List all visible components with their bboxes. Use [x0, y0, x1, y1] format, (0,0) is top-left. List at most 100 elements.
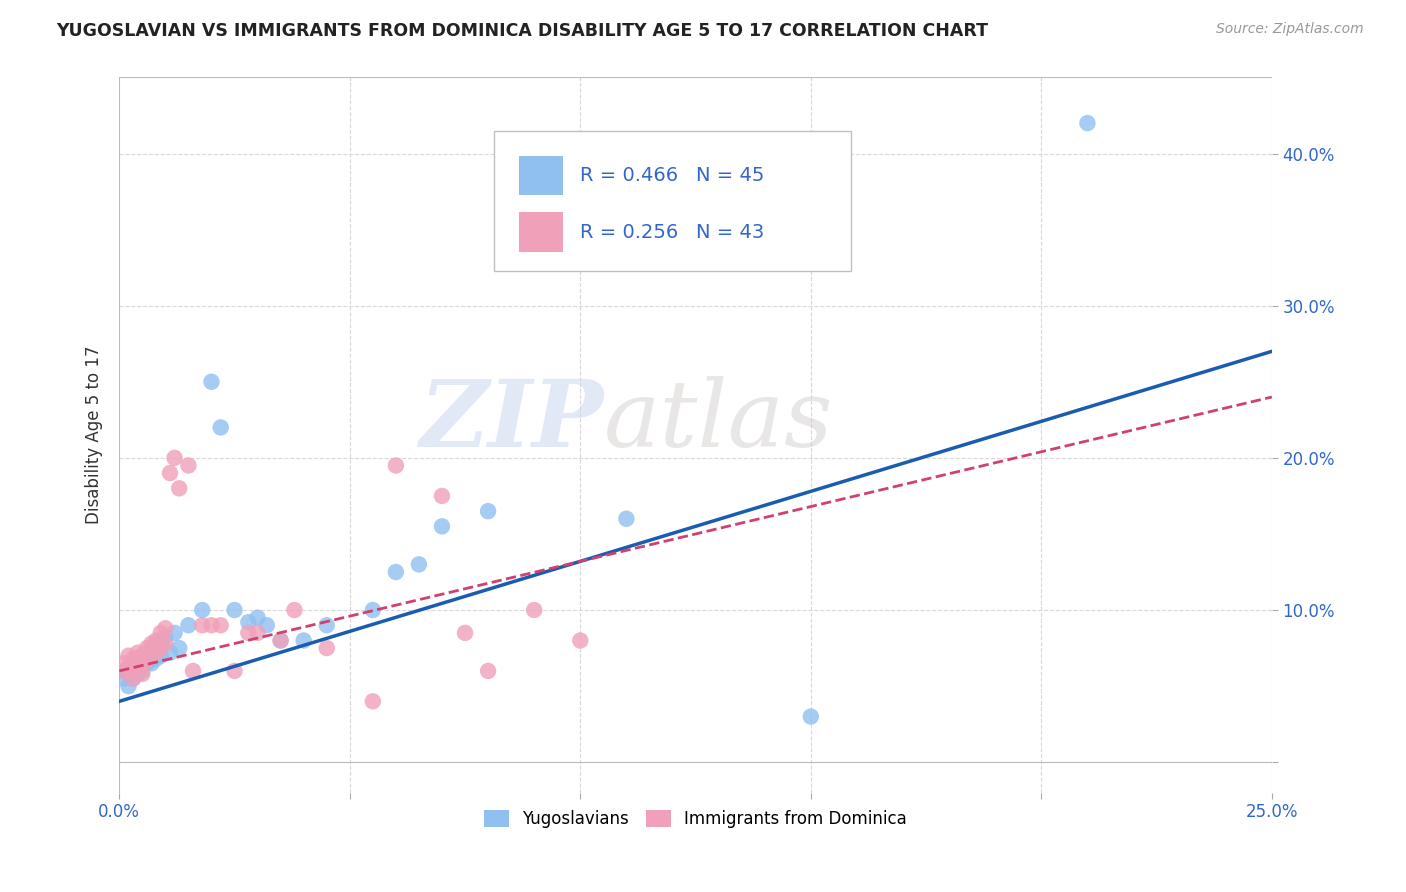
Point: [131, 667, 153, 681]
Point: [141, 636, 163, 650]
Point: [163, 450, 186, 465]
Point: [430, 489, 453, 503]
Point: [155, 636, 177, 650]
Point: [385, 458, 408, 473]
Point: [155, 631, 177, 645]
Point: [149, 625, 172, 640]
Point: [122, 672, 145, 686]
Text: N = 43: N = 43: [696, 223, 763, 242]
Text: N = 45: N = 45: [696, 166, 763, 186]
Point: [167, 481, 190, 495]
Point: [131, 659, 153, 673]
Point: [136, 652, 159, 666]
Point: [191, 603, 214, 617]
Point: [117, 661, 139, 675]
Point: [209, 618, 232, 632]
Point: [159, 466, 181, 480]
Text: R = 0.466: R = 0.466: [581, 166, 679, 186]
Point: [122, 672, 145, 686]
Point: [181, 664, 204, 678]
Point: [315, 618, 337, 632]
Point: [569, 633, 592, 648]
Point: [112, 664, 135, 678]
Point: [127, 646, 149, 660]
Point: [238, 625, 260, 640]
FancyBboxPatch shape: [494, 131, 851, 270]
Point: [616, 512, 638, 526]
Point: [122, 657, 145, 671]
Point: [256, 618, 278, 632]
Point: [159, 646, 181, 660]
Point: [246, 625, 269, 640]
Point: [292, 633, 315, 648]
Point: [200, 618, 222, 632]
Point: [141, 648, 163, 663]
Point: [127, 652, 149, 666]
Point: [163, 625, 186, 640]
Point: [246, 610, 269, 624]
Point: [800, 709, 823, 723]
Point: [136, 641, 159, 656]
Point: [191, 618, 214, 632]
Point: [149, 633, 172, 648]
Point: [145, 652, 167, 666]
Text: R = 0.256: R = 0.256: [581, 223, 679, 242]
Point: [315, 641, 337, 656]
Point: [430, 519, 453, 533]
Point: [112, 657, 135, 671]
Point: [131, 657, 153, 671]
Text: atlas: atlas: [603, 376, 832, 466]
FancyBboxPatch shape: [519, 212, 562, 252]
Point: [177, 618, 200, 632]
Point: [177, 458, 200, 473]
Point: [131, 648, 153, 663]
Point: [270, 633, 292, 648]
Legend: Yugoslavians, Immigrants from Dominica: Yugoslavians, Immigrants from Dominica: [478, 803, 914, 834]
Point: [224, 603, 246, 617]
Point: [224, 664, 246, 678]
Point: [117, 667, 139, 681]
FancyBboxPatch shape: [519, 156, 562, 195]
Point: [136, 646, 159, 660]
Point: [385, 565, 408, 579]
Point: [209, 420, 232, 434]
Point: [145, 636, 167, 650]
Point: [283, 603, 305, 617]
Point: [122, 664, 145, 678]
Point: [523, 603, 546, 617]
Point: [408, 558, 430, 572]
Point: [117, 661, 139, 675]
Point: [136, 657, 159, 671]
Point: [141, 641, 163, 656]
Point: [238, 615, 260, 630]
Point: [131, 664, 153, 678]
Point: [200, 375, 222, 389]
Point: [1076, 116, 1098, 130]
Point: [454, 625, 477, 640]
Point: [112, 672, 135, 686]
Point: [167, 641, 190, 656]
Point: [270, 633, 292, 648]
Point: [361, 694, 384, 708]
Point: [477, 664, 499, 678]
Point: [112, 664, 135, 678]
Point: [145, 633, 167, 648]
Point: [122, 652, 145, 666]
Point: [127, 667, 149, 681]
Point: [127, 661, 149, 675]
Point: [149, 648, 172, 663]
Point: [145, 646, 167, 660]
Point: [117, 679, 139, 693]
Text: Source: ZipAtlas.com: Source: ZipAtlas.com: [1216, 22, 1364, 37]
Point: [155, 621, 177, 635]
Text: ZIP: ZIP: [419, 376, 603, 466]
Point: [122, 664, 145, 678]
Point: [149, 641, 172, 656]
Text: YUGOSLAVIAN VS IMMIGRANTS FROM DOMINICA DISABILITY AGE 5 TO 17 CORRELATION CHART: YUGOSLAVIAN VS IMMIGRANTS FROM DOMINICA …: [56, 22, 988, 40]
Point: [477, 504, 499, 518]
Point: [131, 648, 153, 663]
Point: [127, 657, 149, 671]
Point: [117, 648, 139, 663]
Point: [141, 657, 163, 671]
Y-axis label: Disability Age 5 to 17: Disability Age 5 to 17: [86, 346, 103, 524]
